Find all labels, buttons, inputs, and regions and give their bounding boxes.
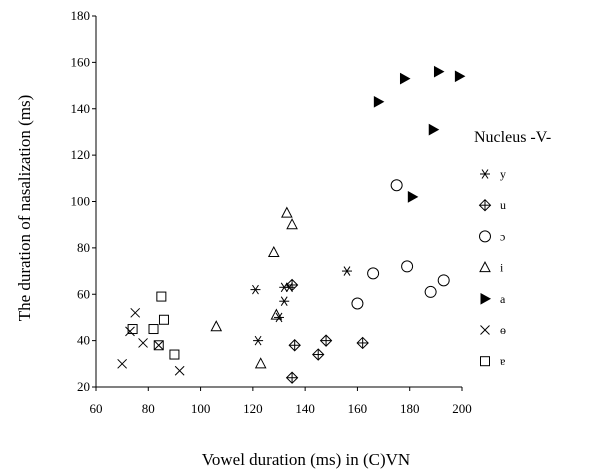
legend-item: ɵ (480, 323, 506, 337)
legend-marker (479, 230, 491, 243)
data-point (267, 245, 280, 258)
series-4 (373, 65, 466, 203)
data-point (130, 307, 141, 318)
data-point (424, 285, 437, 298)
y-tick-label: 100 (71, 194, 91, 209)
legend-item: ɔ (479, 229, 505, 243)
data-point (288, 339, 301, 352)
data-point (390, 179, 403, 192)
data-point (454, 70, 466, 83)
legend-marker (480, 325, 490, 335)
axes: 60 80 100 120 140 160 180 200 20 40 60 80 100 120 140 1… (71, 8, 472, 416)
series-3 (210, 206, 298, 369)
data-point (319, 334, 333, 347)
x-tick-label: 160 (348, 401, 368, 416)
legend-item: ɐ (480, 354, 505, 368)
data-point (367, 267, 380, 280)
y-tick-label: 60 (77, 286, 90, 301)
data-point (428, 123, 440, 136)
data-point (401, 260, 414, 273)
data-point (117, 358, 127, 369)
legend-item: a (480, 292, 506, 306)
data-point (169, 349, 180, 360)
data-point (270, 308, 283, 320)
legend-item: y (480, 167, 506, 181)
y-tick-label: 140 (71, 101, 91, 116)
data-point (127, 324, 138, 335)
data-point (341, 266, 352, 276)
data-point (373, 95, 385, 108)
y-axis-title: The duration of nasalization (ms) (15, 95, 34, 322)
data-point (356, 336, 369, 350)
x-tick-label: 60 (90, 401, 103, 416)
data-point (279, 296, 290, 306)
legend-marker (479, 261, 491, 273)
y-tick-label: 20 (77, 379, 90, 394)
legend-label: a (500, 292, 506, 306)
legend-label: u (500, 198, 506, 212)
data-point (138, 338, 148, 348)
data-point (158, 314, 169, 325)
data-point (285, 371, 299, 384)
data-point (351, 297, 364, 310)
series-0 (250, 266, 352, 346)
data-point (281, 206, 293, 218)
series-5 (117, 307, 185, 376)
y-tick-label: 180 (71, 8, 91, 23)
data-point (250, 284, 261, 295)
data-point (399, 72, 411, 85)
legend: Nucleus -V- y u ɔ i a ɵ ɐ (474, 129, 551, 368)
data-points (117, 65, 466, 384)
data-point (274, 312, 284, 323)
legend-label: ɐ (500, 354, 505, 368)
x-tick-label: 80 (142, 401, 155, 416)
x-tick-label: 200 (452, 401, 472, 416)
data-point (407, 191, 419, 203)
series-6 (127, 291, 180, 360)
legend-item: i (479, 261, 504, 275)
data-point (254, 357, 267, 369)
data-point (153, 340, 164, 351)
legend-label: ɵ (500, 323, 506, 337)
data-point (148, 324, 159, 335)
legend-marker (480, 169, 490, 179)
data-point (433, 65, 445, 78)
data-point (437, 274, 450, 287)
legend-label: y (500, 167, 506, 181)
legend-marker (478, 198, 492, 212)
y-tick-label: 40 (77, 333, 90, 348)
legend-title: Nucleus -V- (474, 129, 551, 146)
data-point (286, 218, 298, 230)
data-point (174, 365, 185, 376)
x-tick-label: 140 (295, 401, 315, 416)
legend-marker (480, 292, 492, 305)
legend-label: ɔ (500, 229, 505, 243)
data-point (153, 340, 164, 351)
data-point (125, 326, 135, 337)
x-tick-label: 120 (243, 401, 263, 416)
x-axis-title: Vowel duration (ms) in (C)VN (202, 450, 410, 469)
data-point (253, 335, 264, 346)
data-point (156, 291, 167, 302)
x-tick-label: 100 (191, 401, 211, 416)
y-tick-label: 80 (77, 240, 90, 255)
y-tick-label: 120 (71, 147, 91, 162)
x-tick-label: 180 (400, 401, 420, 416)
y-tick-label: 160 (71, 54, 91, 69)
legend-item: u (478, 198, 506, 212)
legend-label: i (500, 261, 504, 275)
legend-marker (480, 356, 490, 367)
data-point (285, 278, 299, 292)
series-2 (351, 179, 450, 310)
data-point (312, 348, 325, 361)
series-1 (285, 278, 369, 384)
data-point (210, 320, 223, 332)
